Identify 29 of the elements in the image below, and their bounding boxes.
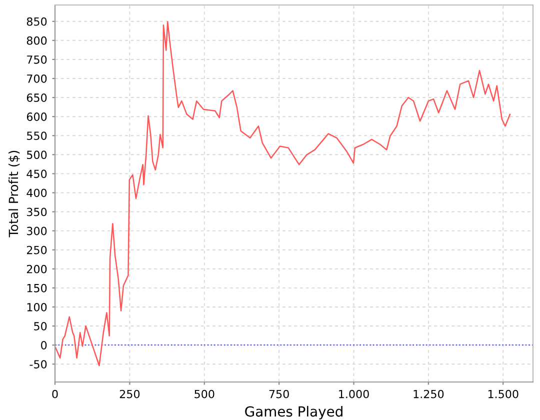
y-tick-label: 100 — [27, 302, 47, 312]
y-tick-label: 700 — [27, 74, 47, 83]
y-tick-label: 400 — [26, 188, 47, 198]
y-tick-label: 350 — [27, 208, 47, 216]
x-tick-label: 500 — [194, 390, 214, 398]
y-tick-label: 150 — [27, 284, 47, 292]
y-tick-label: 850 — [26, 17, 47, 26]
y-tick-label: 250 — [26, 246, 47, 254]
y-tick-label: 550 — [27, 132, 47, 140]
x-tick-label: 250 — [120, 390, 140, 398]
y-tick-label: -50 — [30, 360, 47, 368]
y-axis-title: Total Profit ($) — [8, 150, 20, 238]
y-tick-label: 500 — [27, 150, 47, 160]
y-tick-label: 450 — [26, 170, 47, 178]
y-tick-label: 50 — [34, 322, 47, 330]
y-tick-label: 650 — [26, 94, 47, 102]
x-axis-title: Games Played — [245, 406, 342, 420]
x-tick-label: 1.500 — [488, 390, 518, 398]
y-tick-label: 600 — [26, 112, 47, 121]
y-tick-label: 750 — [27, 55, 47, 64]
y-tick-label: 300 — [27, 226, 47, 236]
y-tick-label: 800 — [26, 36, 47, 45]
y-tick-label: 0 — [41, 341, 47, 350]
y-tick-label: 200 — [26, 264, 47, 274]
x-tick-label: 1.000 — [339, 390, 369, 398]
x-tick-label: 750 — [269, 390, 289, 398]
x-tick-label: 1.250 — [414, 390, 444, 398]
line-series — [55, 21, 511, 366]
x-tick-label: 0 — [52, 390, 58, 398]
